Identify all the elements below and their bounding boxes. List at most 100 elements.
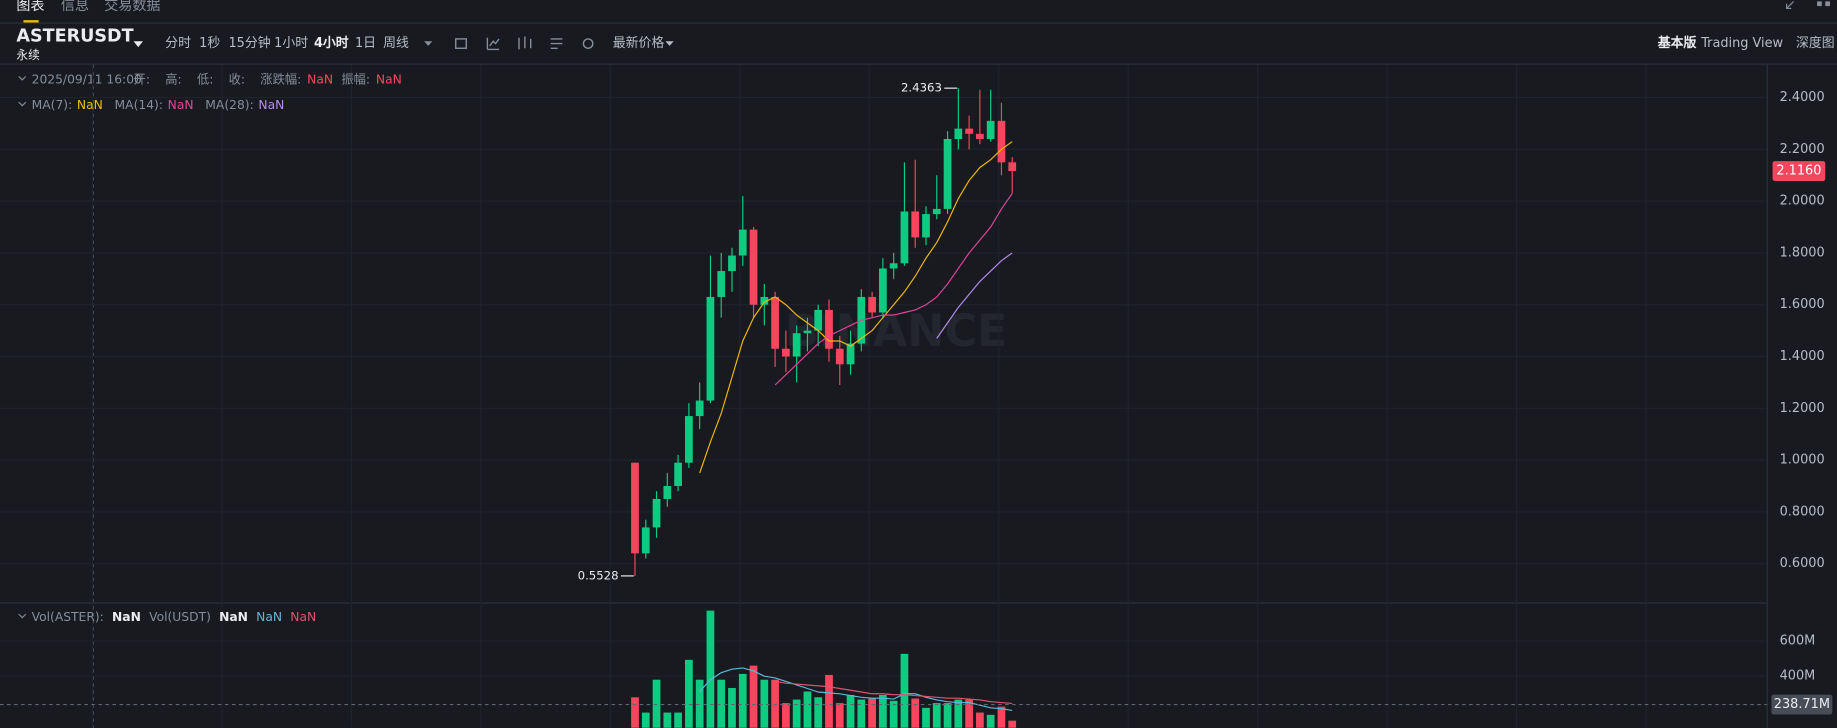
expand-icon[interactable] xyxy=(1786,0,1795,10)
candle-body xyxy=(922,214,930,238)
candle-body xyxy=(986,120,995,139)
legend-field: 涨跌幅: xyxy=(260,71,301,86)
candle-body xyxy=(846,343,855,365)
candle-body xyxy=(1008,162,1017,172)
vol-ma-line xyxy=(775,680,1013,705)
vol-ma-legend-value: NaN xyxy=(290,610,316,624)
candle-body xyxy=(814,309,823,331)
volume-bar xyxy=(835,703,844,728)
volume-bar xyxy=(663,712,672,728)
contract-type: 永续 xyxy=(16,48,40,62)
vol-legend-name: Vol(ASTER): xyxy=(32,610,104,624)
volume-bar xyxy=(641,712,650,728)
price-type-caret[interactable] xyxy=(665,41,674,46)
candle-body xyxy=(825,309,833,349)
volume-bar xyxy=(889,700,898,728)
volume-bar xyxy=(911,698,920,728)
vol-ma-line xyxy=(699,667,1013,712)
legend-field: 收: xyxy=(229,72,245,86)
legend-field: 振幅: xyxy=(341,71,370,86)
view-option[interactable]: 基本版 xyxy=(1657,35,1697,51)
vol-tick-label: 600M xyxy=(1780,634,1816,649)
volume-bar xyxy=(631,697,639,728)
candle-body xyxy=(674,462,682,487)
volume-bar xyxy=(652,679,661,728)
volume-bar xyxy=(1008,720,1017,728)
candle-body xyxy=(631,462,639,554)
symbol-caret[interactable] xyxy=(133,41,143,48)
legend-field: 开: xyxy=(134,72,150,86)
candle-body xyxy=(760,296,769,305)
vol-ma-legend-value: NaN xyxy=(256,610,282,624)
interval[interactable]: 1日 xyxy=(355,36,376,51)
candle-body xyxy=(663,486,672,499)
symbol[interactable]: ASTERUSDT xyxy=(16,27,133,47)
y-tick-label: 1.0000 xyxy=(1780,453,1825,468)
y-tick-label: 1.4000 xyxy=(1780,349,1825,364)
candle-body xyxy=(706,296,715,401)
candle-body xyxy=(900,211,909,264)
volume-bar xyxy=(760,679,769,728)
volume-bar xyxy=(986,714,995,728)
collapse-caret[interactable] xyxy=(18,75,27,81)
volume-bar xyxy=(695,679,704,728)
candle-body xyxy=(738,229,747,256)
ma-legend-name: MA(14): xyxy=(115,98,163,112)
vol-legend-value: NaN xyxy=(112,610,141,624)
active-tab-indicator xyxy=(23,20,39,23)
legend-field: 低: xyxy=(197,72,213,86)
view-option[interactable]: Trading View xyxy=(1700,36,1783,51)
candle-body xyxy=(889,263,898,269)
tab[interactable]: 交易数据 xyxy=(104,0,160,14)
grid-icon[interactable] xyxy=(1817,0,1830,7)
y-tick-label: 0.8000 xyxy=(1780,504,1825,519)
calendar-icon[interactable] xyxy=(455,38,467,49)
interval[interactable]: 15分钟 xyxy=(228,35,270,51)
candle-body xyxy=(879,268,887,313)
candle-body xyxy=(803,330,812,334)
candle-body xyxy=(965,128,973,134)
candle-body xyxy=(728,255,736,272)
current-price-box xyxy=(1772,161,1826,182)
candle-icon[interactable] xyxy=(518,36,532,50)
volume-bar xyxy=(814,697,823,728)
legend-value: NaN xyxy=(307,72,333,86)
collapse-caret[interactable] xyxy=(18,613,27,619)
layout-icon[interactable] xyxy=(550,38,563,49)
volume-bar xyxy=(976,712,984,728)
volume-bar xyxy=(997,706,1006,728)
legend-date: 2025/09/11 16:00 xyxy=(32,72,142,86)
interval-more[interactable] xyxy=(424,41,433,46)
candle-body xyxy=(792,333,801,357)
settings-icon[interactable] xyxy=(582,38,594,49)
interval[interactable]: 分时 xyxy=(165,36,191,51)
ma-legend-value: NaN xyxy=(168,98,194,112)
y-tick-label: 2.4000 xyxy=(1780,90,1825,105)
current-price-label: 2.1160 xyxy=(1776,164,1821,179)
volume-bar xyxy=(932,703,941,728)
view-option[interactable]: 深度图 xyxy=(1796,35,1835,51)
tab[interactable]: 信息 xyxy=(61,0,89,14)
indicator-icon[interactable] xyxy=(486,37,500,51)
candle-body xyxy=(749,229,758,305)
interval[interactable]: 周线 xyxy=(383,36,409,51)
price-type[interactable]: 最新价格 xyxy=(613,35,665,51)
y-tick-label: 2.2000 xyxy=(1780,142,1825,157)
volume-bar xyxy=(706,610,715,728)
interval[interactable]: 4小时 xyxy=(314,35,349,51)
volume-bar xyxy=(943,703,952,728)
tab[interactable]: 图表 xyxy=(16,0,44,14)
candle-body xyxy=(782,348,790,357)
volume-bar xyxy=(954,699,963,728)
interval[interactable]: 1秒 xyxy=(199,36,220,51)
volume-bar xyxy=(749,665,758,728)
ma-line xyxy=(774,193,1013,386)
candle-body xyxy=(911,211,920,238)
volume-bar xyxy=(771,679,779,728)
collapse-caret[interactable] xyxy=(18,101,27,107)
current-volume-box xyxy=(1771,694,1833,715)
vol-legend-value: NaN xyxy=(219,610,248,624)
legend-field: 高: xyxy=(165,71,181,86)
candle-body xyxy=(652,498,661,528)
interval[interactable]: 1小时 xyxy=(274,36,308,51)
